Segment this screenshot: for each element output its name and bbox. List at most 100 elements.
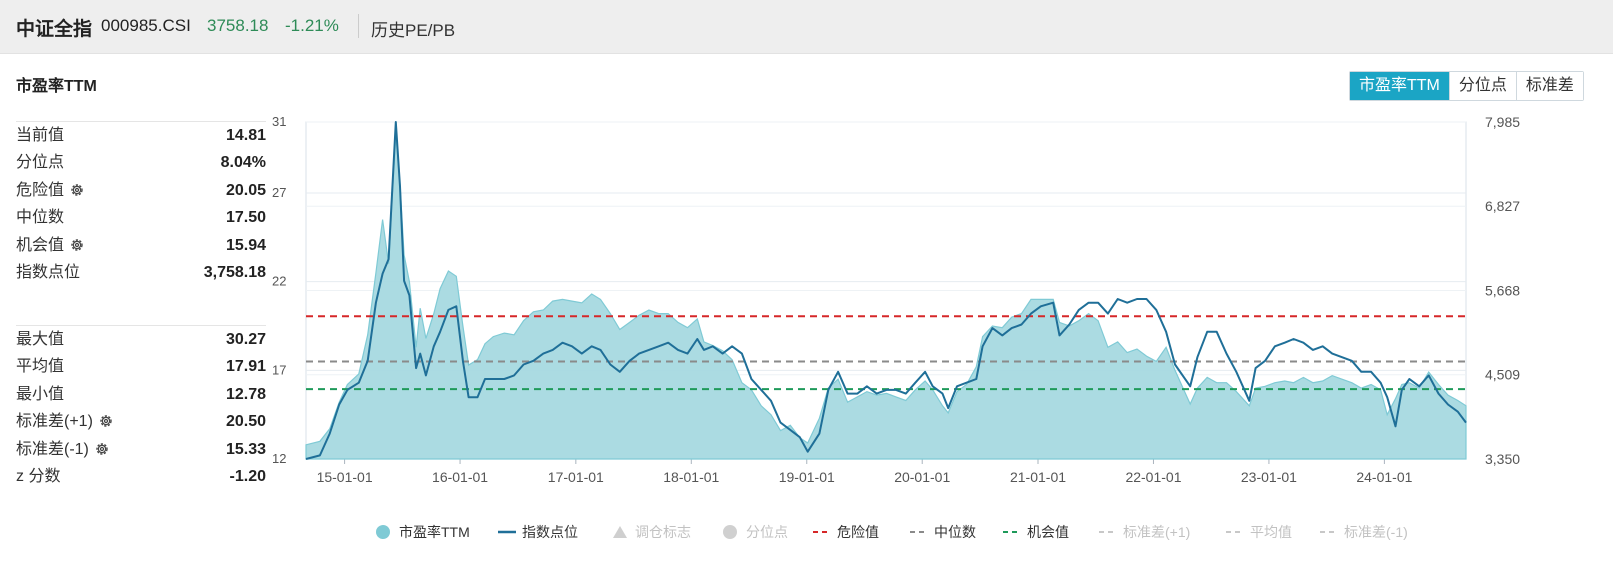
stat-label-text: 危险值 xyxy=(16,181,65,199)
legend-swatch xyxy=(1320,531,1338,533)
legend-item[interactable]: 市盈率TTM xyxy=(375,521,470,543)
stat-label: 指数点位 xyxy=(16,259,80,286)
legend-item[interactable]: 指数点位 xyxy=(498,521,578,543)
pe-ttm-series xyxy=(305,134,1467,460)
stat-value: 3,758.18 xyxy=(203,263,266,281)
x-tick-label: 21-01-01 xyxy=(1010,469,1066,485)
stat-row: 最小值 12.78 xyxy=(16,381,266,408)
stat-label: 最大值 xyxy=(16,326,64,353)
legend-item[interactable]: 平均值 xyxy=(1226,521,1292,543)
stat-label-text: z 分数 xyxy=(16,467,61,485)
section-title: 市盈率TTM xyxy=(16,78,97,95)
stat-label: 危险值 xyxy=(16,177,84,206)
x-tick-label: 15-01-01 xyxy=(317,469,373,485)
index-code: 000985.CSI xyxy=(101,16,191,35)
stat-row: 标准差(+1) 20.50 xyxy=(16,408,266,435)
stat-row: 中位数 17.50 xyxy=(16,204,266,231)
stat-row: 机会值 15.94 xyxy=(16,232,266,259)
legend-item[interactable]: 中位数 xyxy=(910,521,976,543)
stat-row: 分位点 8.04% xyxy=(16,149,266,176)
gear-icon[interactable] xyxy=(70,179,84,206)
legend-label: 标准差(-1) xyxy=(1344,524,1408,540)
metric-button-group: 市盈率TTM 分位点 标准差 xyxy=(1349,71,1584,101)
legend-item[interactable]: 调仓标志 xyxy=(611,521,691,543)
index-change: -1.21% xyxy=(285,16,339,35)
stat-row: 平均值 17.91 xyxy=(16,353,266,380)
pe-ttm-button[interactable]: 市盈率TTM xyxy=(1350,72,1449,100)
index-header-bar: 中证全指 000985.CSI 3758.18 -1.21% 历史PE/PB xyxy=(0,0,1613,54)
index-level-series xyxy=(305,121,1467,460)
legend-label: 市盈率TTM xyxy=(399,524,470,540)
legend-swatch xyxy=(1226,531,1244,533)
chart-legend: 市盈率TTM 指数点位 调仓标志 分位点 危险值 中位数 机会值 标准差(+1) 平均值 标准差(… xyxy=(0,521,1613,545)
stat-row: 危险值 20.05 xyxy=(16,177,266,204)
gear-icon[interactable] xyxy=(70,234,84,261)
history-pe-pb-link[interactable]: 历史PE/PB xyxy=(371,21,456,40)
stat-label: 机会值 xyxy=(16,232,84,261)
stat-label-text: 标准差(-1) xyxy=(16,440,89,458)
stat-value: 12.78 xyxy=(225,385,266,403)
legend-swatch xyxy=(376,525,390,539)
percentile-button[interactable]: 分位点 xyxy=(1448,72,1516,100)
legend-label: 分位点 xyxy=(746,524,788,540)
stat-label: 中位数 xyxy=(16,204,64,231)
stat-label: 标准差(-1) xyxy=(16,436,109,465)
stat-row: 标准差(-1) 15.33 xyxy=(16,436,266,463)
y-right-tick-label: 3,350 xyxy=(1485,451,1520,467)
stat-value: 17.50 xyxy=(225,209,266,227)
stat-label: z 分数 xyxy=(16,463,60,490)
y-left-tick-label: 12 xyxy=(272,451,286,466)
y-right-tick-label: 7,985 xyxy=(1485,114,1520,130)
stat-row: 指数点位 3,758.18 xyxy=(16,259,266,286)
stats-panel-current: 当前值 14.81 分位点 8.04% 危险值 20.05 中位数 17.50 机会值 15.94… xyxy=(16,121,266,286)
gear-icon[interactable] xyxy=(99,410,113,437)
stat-value: 30.27 xyxy=(225,331,266,348)
stat-value: 17.91 xyxy=(225,358,266,376)
stat-value: 14.81 xyxy=(225,127,266,144)
legend-label: 标准差(+1) xyxy=(1123,524,1191,540)
y-left-tick-label: 27 xyxy=(272,185,286,200)
stat-row: 最大值 30.27 xyxy=(16,326,266,353)
y-left-tick-label: 22 xyxy=(272,274,286,289)
legend-label: 平均值 xyxy=(1250,524,1292,540)
stat-label: 平均值 xyxy=(16,353,64,380)
y-left-tick-label: 31 xyxy=(272,114,286,129)
legend-swatch xyxy=(723,525,737,539)
legend-item[interactable]: 标准差(+1) xyxy=(1099,521,1190,543)
index-price: 3758.18 xyxy=(207,16,269,35)
legend-swatch xyxy=(910,531,928,533)
legend-item[interactable]: 标准差(-1) xyxy=(1320,521,1408,543)
legend-swatch xyxy=(498,530,516,534)
stat-label-text: 平均值 xyxy=(16,358,65,376)
legend-item[interactable]: 机会值 xyxy=(1003,521,1069,543)
stats-divider xyxy=(16,325,266,326)
stat-label-text: 最大值 xyxy=(16,331,65,348)
legend-swatch xyxy=(613,526,627,538)
stat-label: 最小值 xyxy=(16,381,64,408)
x-tick-label: 19-01-01 xyxy=(779,469,835,485)
stat-value: 15.33 xyxy=(225,440,266,458)
stat-label-text: 最小值 xyxy=(16,385,65,403)
stat-value: 20.05 xyxy=(225,181,266,199)
stat-label-text: 中位数 xyxy=(16,209,65,227)
gear-icon[interactable] xyxy=(95,438,109,465)
std-dev-button[interactable]: 标准差 xyxy=(1515,72,1583,100)
legend-swatch xyxy=(1099,531,1117,533)
x-tick-label: 23-01-01 xyxy=(1241,469,1297,485)
x-tick-label: 24-01-01 xyxy=(1356,469,1412,485)
stat-value: 15.94 xyxy=(225,236,266,254)
legend-label: 机会值 xyxy=(1027,524,1069,540)
legend-item[interactable]: 分位点 xyxy=(722,521,788,543)
y-left-tick-label: 17 xyxy=(272,362,286,377)
stat-row: 当前值 14.81 xyxy=(16,122,266,149)
stat-value: 20.50 xyxy=(225,413,266,431)
legend-item[interactable]: 危险值 xyxy=(813,521,879,543)
legend-label: 危险值 xyxy=(837,524,879,540)
index-name: 中证全指 xyxy=(16,19,93,40)
stat-label-text: 分位点 xyxy=(16,154,65,172)
stat-label-text: 标准差(+1) xyxy=(16,413,93,431)
stat-row: z 分数 -1.20 xyxy=(16,463,266,490)
x-tick-label: 17-01-01 xyxy=(548,469,604,485)
x-tick-label: 20-01-01 xyxy=(894,469,950,485)
legend-label: 中位数 xyxy=(934,524,976,540)
